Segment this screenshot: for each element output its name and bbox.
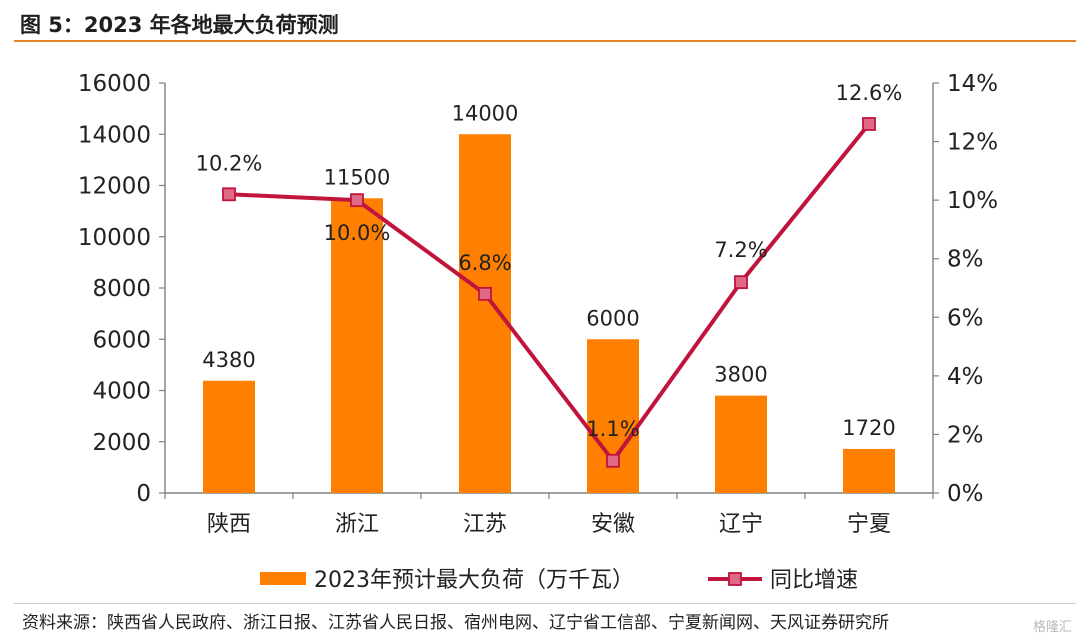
bar-5: [715, 395, 767, 493]
growth-rate-line: [228, 122, 871, 463]
growth-rate-marker: [478, 286, 492, 301]
watermark: 格隆汇: [1032, 620, 1072, 635]
growth-rate-marker: [734, 275, 748, 290]
right-axis-tick-label: 10%: [947, 188, 998, 214]
growth-rate-label: 7.2%: [714, 238, 767, 262]
right-axis-tick-label: 4%: [947, 364, 984, 390]
growth-rate-marker: [350, 193, 364, 208]
left-axis-tick-label: 16000: [78, 71, 151, 97]
bar-6: [843, 448, 895, 493]
bar-value-label: 1720: [842, 416, 895, 440]
x-axis-category-label: 安徽: [591, 512, 635, 537]
x-axis-category-label: 陕西: [207, 512, 251, 537]
left-axis-tick-label: 4000: [92, 379, 151, 405]
source-note: 资料来源：陕西省人民政府、浙江日报、江苏省人民日报、宿州电网、辽宁省工信部、宁夏…: [22, 613, 889, 633]
bar-value-label: 11500: [324, 165, 391, 189]
growth-rate-marker: [222, 187, 236, 202]
bar-value-label: 4380: [202, 348, 255, 372]
right-axis-tick-label: 14%: [947, 71, 998, 97]
growth-rate-label: 6.8%: [458, 251, 511, 275]
right-axis-tick-label: 8%: [947, 247, 984, 273]
left-axis-tick-label: 2000: [92, 430, 151, 456]
growth-rate-marker: [606, 453, 620, 468]
growth-rate-label: 10.0%: [324, 221, 391, 245]
x-axis-category-label: 辽宁: [719, 512, 763, 537]
bar-2: [331, 198, 383, 493]
header-divider: [14, 40, 1076, 42]
bar-value-label: 14000: [452, 101, 519, 125]
legend-bar-swatch: [260, 572, 306, 585]
figure-header: 图 5：2023 年各地最大负荷预测: [0, 0, 1080, 42]
bar-value-label: 3800: [714, 363, 767, 387]
bar-3: [459, 134, 511, 493]
figure-title: 图 5：2023 年各地最大负荷预测: [20, 13, 339, 37]
left-axis-tick-label: 8000: [92, 276, 151, 302]
growth-rate-label: 10.2%: [196, 151, 263, 175]
bar-value-label: 6000: [586, 306, 639, 330]
chart-area: 0 2000 4000 6000 8000 10000 12000 14000 16000 0% 2…: [0, 42, 1080, 602]
legend-line-marker: [728, 572, 742, 586]
right-axis-tick-label: 2%: [947, 422, 984, 448]
combo-chart: 0 2000 4000 6000 8000 10000 12000 14000 16000 0% 2…: [78, 71, 998, 593]
growth-rate-label: 1.1%: [586, 417, 639, 441]
legend-bar-label: 2023年预计最大负荷（万千瓦）: [314, 568, 634, 593]
bar-1: [203, 380, 255, 493]
right-axis-tick-label: 0%: [947, 481, 984, 507]
x-axis-category-label: 浙江: [335, 512, 379, 537]
footer-divider: [14, 603, 1076, 604]
left-axis-tick-label: 12000: [78, 174, 151, 200]
left-axis-tick-label: 6000: [92, 327, 151, 353]
right-axis-tick-label: 12%: [947, 130, 998, 156]
left-axis-tick-label: 14000: [78, 122, 151, 148]
x-axis-category-label: 宁夏: [847, 512, 891, 537]
growth-rate-label: 12.6%: [836, 81, 903, 105]
x-axis-category-label: 江苏: [463, 512, 507, 537]
left-axis-tick-label: 0: [136, 481, 151, 507]
growth-rate-marker: [862, 117, 876, 131]
right-axis-tick-label: 6%: [947, 305, 984, 331]
legend-line-label: 同比增速: [770, 568, 858, 593]
left-axis-tick-label: 10000: [78, 225, 151, 251]
